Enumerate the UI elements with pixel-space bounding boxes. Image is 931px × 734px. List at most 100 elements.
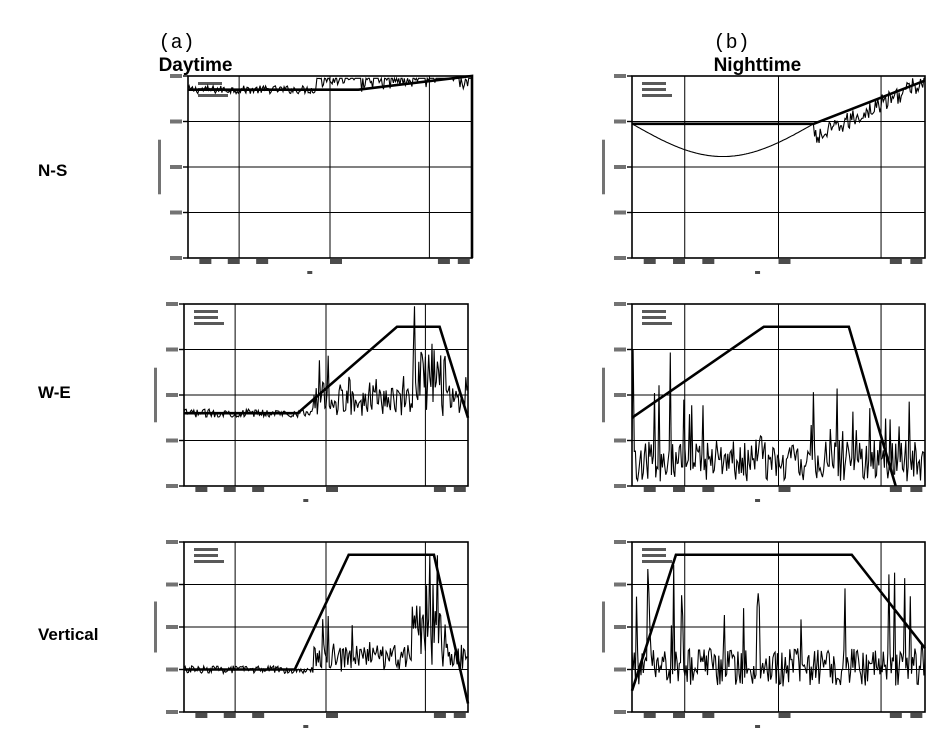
chart-svg bbox=[154, 540, 470, 728]
row-label-we: W-E bbox=[38, 383, 71, 402]
y-tick-label-smudge bbox=[614, 119, 626, 124]
x-tick-label-smudge bbox=[437, 259, 450, 264]
chart-svg bbox=[602, 540, 927, 728]
y-tick-label-smudge bbox=[166, 582, 178, 587]
y-tick-label-smudge bbox=[166, 540, 178, 544]
y-axis-label-smudge bbox=[602, 139, 605, 195]
legend-text-smudge bbox=[194, 548, 218, 551]
x-tick-label-smudge bbox=[702, 713, 715, 718]
column-label: (a) bbox=[158, 32, 195, 55]
y-tick-label-smudge bbox=[614, 302, 626, 306]
y-tick-label-smudge bbox=[170, 256, 182, 260]
x-tick-label-smudge bbox=[195, 487, 208, 492]
x-tick-label-smudge bbox=[330, 259, 342, 264]
spectrum-trace bbox=[631, 77, 925, 158]
x-tick-label-smudge bbox=[453, 487, 466, 492]
x-tick-label-smudge bbox=[433, 713, 446, 718]
y-tick-label-smudge bbox=[166, 667, 178, 672]
y-tick-label-smudge bbox=[166, 484, 178, 488]
x-tick-label-smudge bbox=[453, 713, 466, 718]
x-tick-label-smudge bbox=[223, 487, 236, 492]
y-tick-label-smudge bbox=[614, 484, 626, 488]
x-tick-label-smudge bbox=[778, 487, 791, 492]
y-tick-label-smudge bbox=[170, 165, 182, 169]
y-tick-label-smudge bbox=[614, 582, 626, 587]
chart-panel-daytime-we bbox=[144, 298, 474, 508]
chart-svg bbox=[154, 302, 470, 502]
x-tick-label-smudge bbox=[643, 487, 656, 492]
x-tick-label-smudge bbox=[889, 487, 902, 492]
legend-text-smudge bbox=[642, 560, 672, 563]
x-tick-label-smudge bbox=[910, 713, 923, 718]
x-tick-label-smudge bbox=[702, 487, 715, 492]
y-tick-label-smudge bbox=[166, 710, 178, 714]
y-tick-label-smudge bbox=[166, 302, 178, 306]
y-tick-label-smudge bbox=[614, 165, 626, 169]
x-tick-label-smudge bbox=[643, 713, 656, 718]
y-axis-label-smudge bbox=[154, 367, 157, 423]
y-tick-label-smudge bbox=[166, 393, 178, 397]
legend-text-smudge bbox=[642, 310, 666, 313]
x-tick-label-smudge bbox=[199, 259, 212, 264]
x-axis-label-smudge bbox=[303, 499, 309, 502]
column-title: Daytime bbox=[158, 55, 233, 76]
y-tick-label-smudge bbox=[166, 438, 178, 443]
x-tick-label-smudge bbox=[256, 259, 269, 264]
y-tick-label-smudge bbox=[614, 667, 626, 672]
y-tick-label-smudge bbox=[170, 74, 182, 78]
chart-panel-daytime-ns bbox=[148, 70, 478, 280]
column-title: Nighttime bbox=[713, 55, 802, 76]
legend-text-smudge bbox=[642, 82, 666, 85]
y-tick-label-smudge bbox=[614, 438, 626, 443]
y-axis-label-smudge bbox=[158, 139, 161, 195]
y-tick-label-smudge bbox=[614, 74, 626, 78]
x-axis-label-smudge bbox=[307, 271, 313, 274]
x-tick-label-smudge bbox=[889, 259, 902, 264]
legend-text-smudge bbox=[642, 548, 666, 551]
legend-text-smudge bbox=[642, 554, 666, 557]
y-tick-label-smudge bbox=[170, 119, 182, 124]
y-tick-label-smudge bbox=[166, 625, 178, 629]
row-label-ns: N-S bbox=[38, 161, 68, 180]
y-tick-label-smudge bbox=[614, 347, 626, 352]
criteria-envelope-line bbox=[188, 74, 474, 258]
spectrum-trace bbox=[631, 564, 926, 687]
legend-text-smudge bbox=[642, 94, 672, 97]
chart-panel-nighttime-vertical bbox=[592, 536, 931, 734]
x-axis-label-smudge bbox=[755, 499, 761, 502]
chart-panel-nighttime-we bbox=[592, 298, 931, 508]
criteria-envelope-line bbox=[631, 325, 897, 487]
chart-svg bbox=[158, 74, 474, 274]
spectrum-trace bbox=[187, 76, 472, 96]
row-label-vertical: Vertical bbox=[38, 625, 99, 644]
x-tick-label-smudge bbox=[889, 713, 902, 718]
x-tick-label-smudge bbox=[778, 713, 791, 718]
y-tick-label-smudge bbox=[170, 210, 182, 215]
y-tick-label-smudge bbox=[166, 347, 178, 352]
y-axis-label-smudge bbox=[602, 367, 605, 423]
x-axis-label-smudge bbox=[755, 725, 761, 728]
x-tick-label-smudge bbox=[910, 259, 923, 264]
legend-text-smudge bbox=[194, 560, 224, 563]
spectrum-trace bbox=[631, 349, 926, 483]
x-tick-label-smudge bbox=[252, 487, 265, 492]
y-tick-label-smudge bbox=[614, 710, 626, 714]
y-tick-label-smudge bbox=[614, 540, 626, 544]
x-tick-label-smudge bbox=[673, 259, 686, 264]
x-axis-label-smudge bbox=[303, 725, 309, 728]
x-tick-label-smudge bbox=[223, 713, 236, 718]
criteria-envelope-line bbox=[184, 325, 470, 419]
x-tick-label-smudge bbox=[778, 259, 791, 264]
legend-text-smudge bbox=[194, 554, 218, 557]
criteria-envelope-line bbox=[632, 79, 926, 126]
chart-svg bbox=[602, 74, 926, 274]
chart-panel-nighttime-ns bbox=[592, 70, 931, 280]
x-tick-label-smudge bbox=[457, 259, 470, 264]
x-tick-label-smudge bbox=[326, 487, 338, 492]
x-tick-label-smudge bbox=[643, 259, 656, 264]
x-tick-label-smudge bbox=[195, 713, 208, 718]
x-tick-label-smudge bbox=[702, 259, 715, 264]
legend-text-smudge bbox=[194, 310, 218, 313]
y-tick-label-smudge bbox=[614, 393, 626, 397]
y-tick-label-smudge bbox=[614, 625, 626, 629]
